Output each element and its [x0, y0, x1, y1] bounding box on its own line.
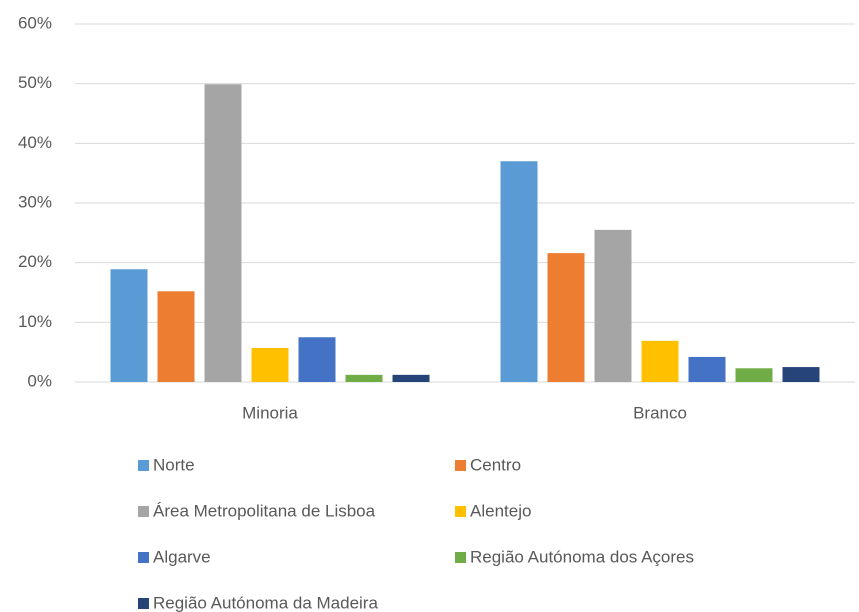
x-tick-label: Branco: [633, 403, 687, 422]
bar: [782, 367, 820, 382]
x-tick-label: Minoria: [242, 403, 298, 422]
y-tick-label: 50%: [18, 73, 52, 92]
y-tick-label: 60%: [18, 13, 52, 32]
legend-swatch: [138, 552, 149, 563]
legend-swatch: [138, 506, 149, 517]
legend-label: Norte: [153, 455, 195, 474]
bar: [594, 229, 632, 382]
bar: [500, 161, 538, 382]
bar: [204, 84, 242, 382]
legend-label: Algarve: [153, 547, 211, 566]
bar: [392, 374, 430, 382]
legend-swatch: [455, 552, 466, 563]
legend-swatch: [455, 506, 466, 517]
bar: [298, 337, 336, 382]
legend-label: Alentejo: [470, 501, 531, 520]
bar: [157, 291, 195, 382]
bar: [641, 340, 679, 382]
legend-swatch: [455, 460, 466, 471]
y-tick-label: 10%: [18, 312, 52, 331]
bar: [251, 347, 289, 382]
y-tick-label: 20%: [18, 252, 52, 271]
legend-label: Região Autónoma da Madeira: [153, 593, 378, 612]
legend-swatch: [138, 598, 149, 609]
y-tick-label: 30%: [18, 192, 52, 211]
legend-swatch: [138, 460, 149, 471]
y-tick-label: 40%: [18, 133, 52, 152]
legend-label: Centro: [470, 455, 521, 474]
bar: [688, 356, 726, 382]
legend-label: Área Metropolitana de Lisboa: [153, 501, 376, 520]
y-tick-label: 0%: [27, 371, 52, 390]
bar: [735, 368, 773, 382]
bar: [345, 374, 383, 382]
legend-label: Região Autónoma dos Açores: [470, 547, 694, 566]
bar: [110, 269, 148, 382]
bar: [547, 253, 585, 382]
